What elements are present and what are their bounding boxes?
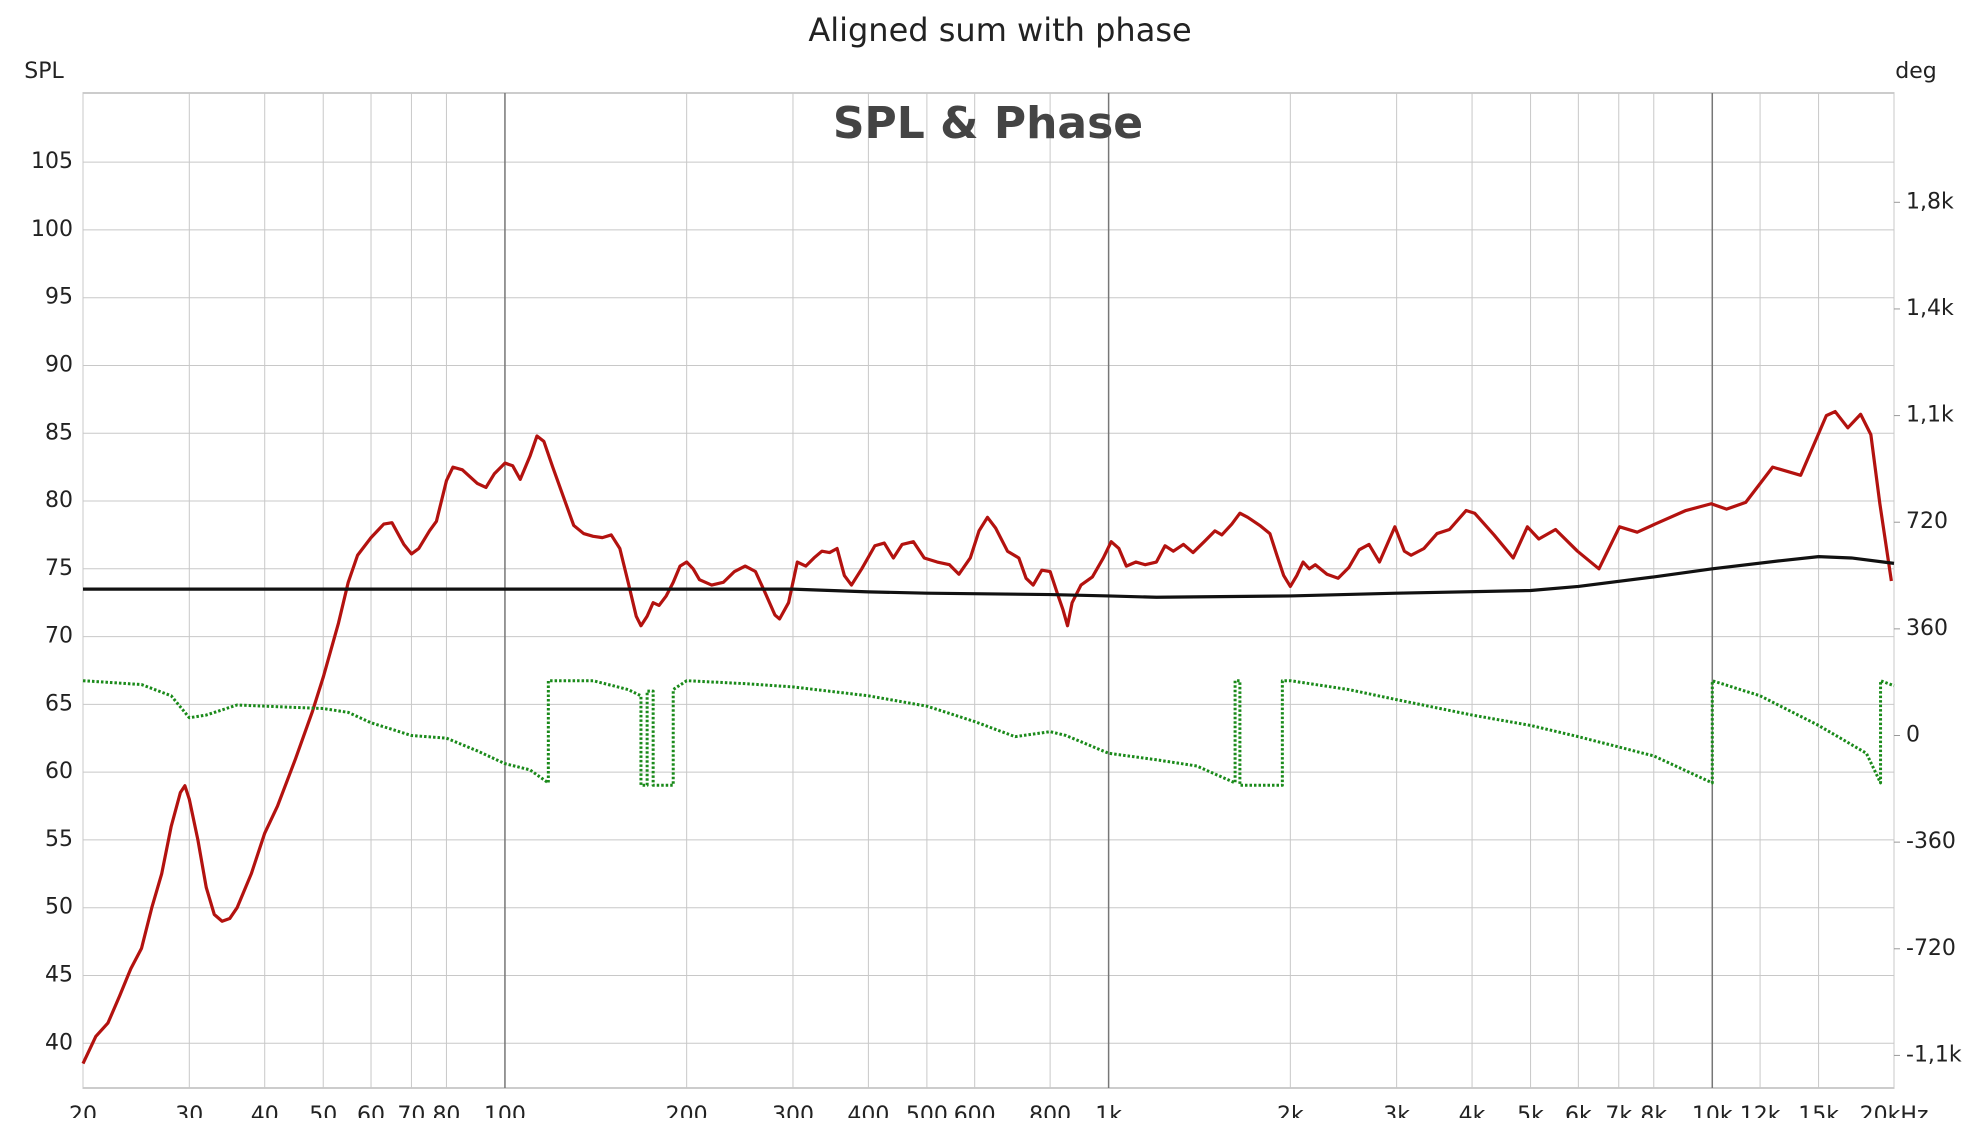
y2-tick-label: 720	[1906, 509, 1948, 534]
x-tick-label: 200	[666, 1103, 708, 1118]
y-tick-label: 60	[45, 759, 73, 784]
x-tick-label: 400	[847, 1103, 889, 1118]
x-tick-label: 50	[309, 1103, 337, 1118]
y-tick-label: 55	[45, 827, 73, 852]
chart-subtitle: SPL & Phase	[833, 98, 1143, 149]
x-tick-label: 20kHz	[1860, 1103, 1929, 1118]
x-tick-label: 40	[251, 1103, 279, 1118]
x-tick-label: 300	[772, 1103, 814, 1118]
y-tick-label: 75	[45, 556, 73, 581]
x-tick-label: 2k	[1277, 1103, 1304, 1118]
y2-tick-label: 1,8k	[1906, 189, 1954, 214]
y-tick-label: 85	[45, 420, 73, 445]
chart-title: Aligned sum with phase	[808, 11, 1191, 49]
x-tick-label: 500	[906, 1103, 948, 1118]
x-tick-label: 15k	[1798, 1103, 1839, 1118]
y-tick-label: 65	[45, 691, 73, 716]
series-line	[82, 679, 1895, 787]
y2-tick-label: 0	[1906, 722, 1920, 747]
x-tick-label: 60	[357, 1103, 385, 1118]
x-tick-label: 8k	[1640, 1103, 1667, 1118]
y-tick-label: 40	[45, 1030, 73, 1055]
x-tick-label: 30	[175, 1103, 203, 1118]
y2-tick-label: 1,4k	[1906, 296, 1954, 321]
x-tick-label: 5k	[1517, 1103, 1544, 1118]
y-tick-label: 50	[45, 895, 73, 920]
y-tick-label: 80	[45, 488, 73, 513]
y-tick-label: 100	[31, 217, 73, 242]
x-tick-label: 100	[484, 1103, 526, 1118]
y-tick-label: 90	[45, 352, 73, 377]
x-tick-label: 80	[432, 1103, 460, 1118]
x-tick-label: 70	[397, 1103, 425, 1118]
x-tick-label: 4k	[1459, 1103, 1486, 1118]
y2-tick-label: -1,1k	[1906, 1042, 1962, 1067]
series-line	[83, 555, 1895, 599]
x-tick-label: 12k	[1740, 1103, 1781, 1118]
y-tick-label: 105	[31, 149, 73, 174]
x-tick-label: 7k	[1605, 1103, 1632, 1118]
x-tick-label: 20	[69, 1103, 97, 1118]
y-tick-label: 95	[45, 285, 73, 310]
x-tick-label: 800	[1029, 1103, 1071, 1118]
x-tick-label: 1k	[1095, 1103, 1122, 1118]
series-line	[81, 409, 1893, 1065]
y-tick-label: 45	[45, 962, 73, 987]
y2-tick-label: -720	[1906, 936, 1956, 961]
y2-tick-label: 1,1k	[1906, 403, 1954, 428]
x-tick-label: 10k	[1692, 1103, 1733, 1118]
x-tick-label: 600	[954, 1103, 996, 1118]
y2-tick-label: 360	[1906, 616, 1948, 641]
y2-tick-label: -360	[1906, 829, 1956, 854]
y-axis-label: SPL	[24, 59, 64, 84]
y-tick-label: 70	[45, 624, 73, 649]
lines	[81, 409, 1895, 1065]
x-tick-label: 3k	[1383, 1103, 1410, 1118]
x-tick-label: 6k	[1565, 1103, 1592, 1118]
y2-axis-label: deg	[1895, 59, 1936, 84]
